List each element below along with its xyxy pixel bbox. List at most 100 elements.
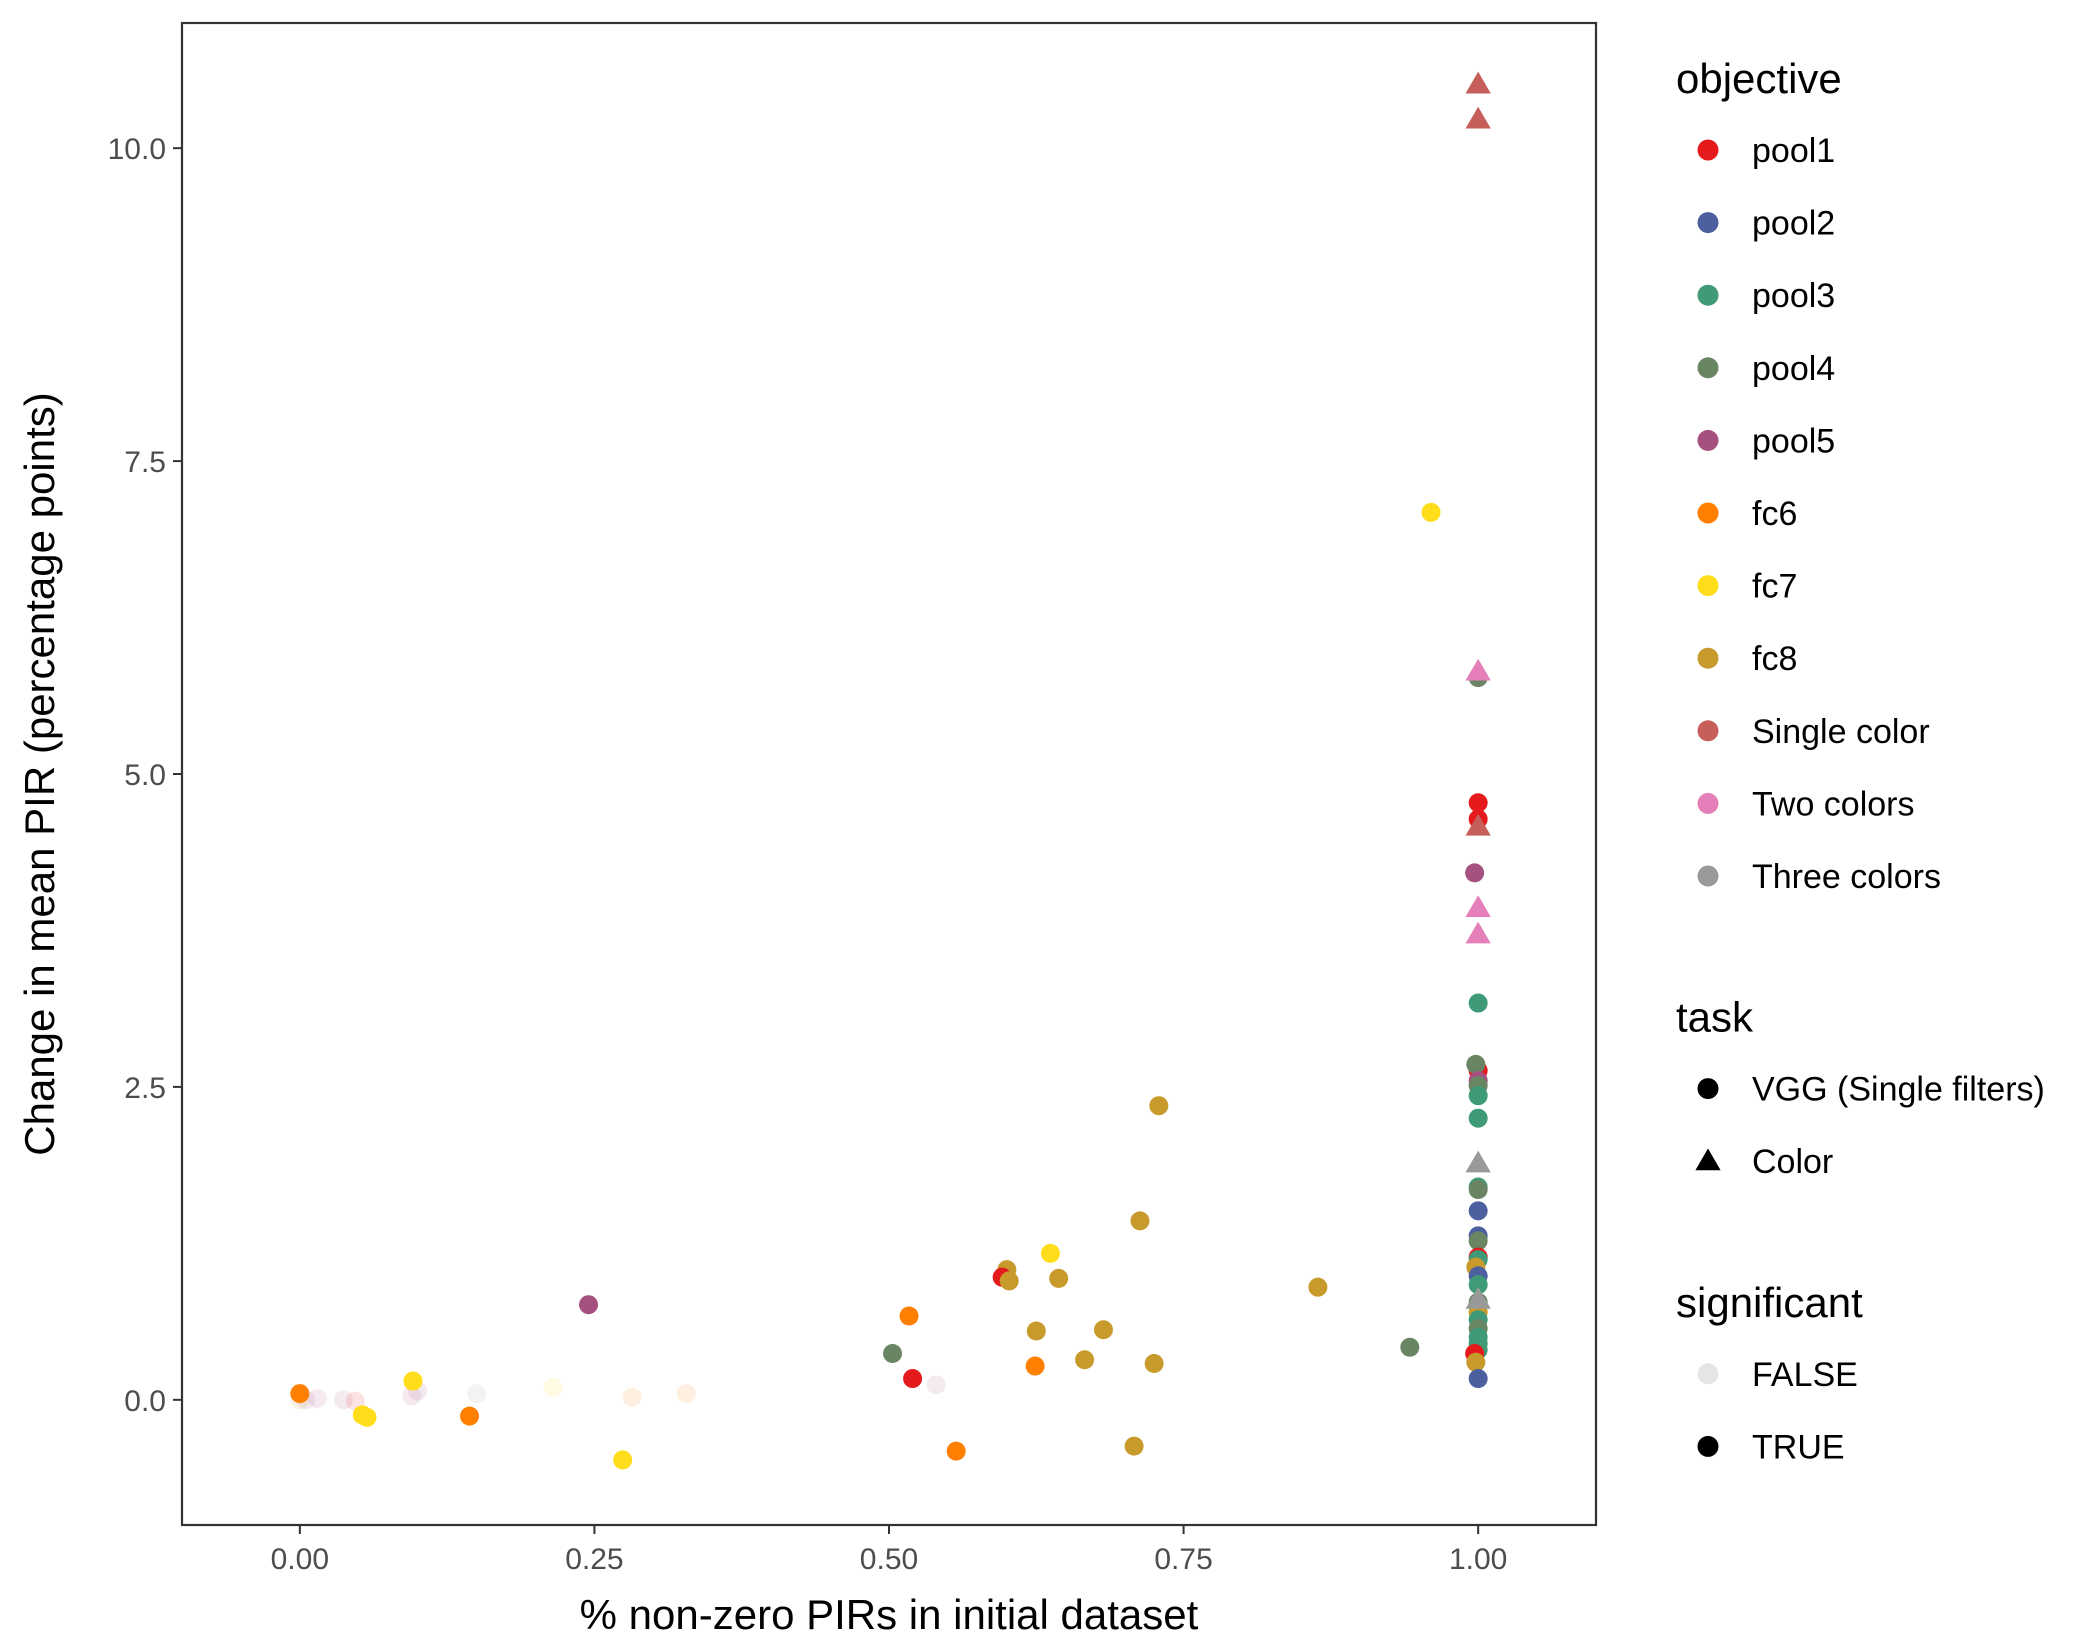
data-point xyxy=(1421,502,1441,522)
legend-label: VGG (Single filters) xyxy=(1752,1071,2045,1109)
data-point xyxy=(403,1371,423,1391)
data-point xyxy=(999,1271,1019,1291)
legend-label: pool5 xyxy=(1752,422,1835,460)
data-point xyxy=(402,1386,422,1406)
x-tick-label: 0.75 xyxy=(1154,1543,1212,1576)
data-point xyxy=(357,1407,377,1427)
legend-label: Three colors xyxy=(1752,858,1941,896)
data-point xyxy=(1130,1211,1150,1231)
data-point xyxy=(1049,1268,1069,1288)
legend-label: fc6 xyxy=(1752,495,1797,533)
legend-label: fc8 xyxy=(1752,640,1797,678)
data-point xyxy=(308,1389,328,1409)
data-point xyxy=(1468,1275,1488,1295)
data-point xyxy=(543,1377,563,1397)
legend-label: fc7 xyxy=(1752,568,1797,606)
data-point xyxy=(1025,1356,1045,1376)
x-axis-title: % non-zero PIRs in initial dataset xyxy=(580,1591,1199,1638)
legend-title: significant xyxy=(1676,1279,1863,1326)
legend-key xyxy=(1697,720,1719,742)
data-point-triangle xyxy=(1465,658,1491,681)
x-axis: 0.00 0.25 0.50 0.75 1.00 xyxy=(271,1525,1507,1576)
data-point xyxy=(903,1369,923,1389)
data-point-triangle xyxy=(1465,1287,1491,1309)
data-point xyxy=(1468,1369,1488,1389)
data-point xyxy=(1124,1436,1144,1456)
plot-points xyxy=(290,71,1491,1470)
data-point xyxy=(1144,1354,1164,1374)
legend-title: objective xyxy=(1676,55,1842,102)
data-point xyxy=(1468,1108,1488,1128)
x-tick-label: 0.50 xyxy=(860,1543,918,1576)
y-tick-label: 2.5 xyxy=(124,1072,166,1105)
data-point-triangle xyxy=(1465,1150,1491,1173)
y-axis-title: Change in mean PIR (percentage points) xyxy=(16,392,63,1155)
legend-key xyxy=(1697,1363,1719,1385)
legend-key xyxy=(1697,792,1719,814)
data-point xyxy=(1468,1201,1488,1221)
legend-label: Color xyxy=(1752,1143,1833,1181)
legend-label: TRUE xyxy=(1752,1428,1845,1466)
y-tick-label: 7.5 xyxy=(124,446,166,479)
data-point xyxy=(1308,1277,1328,1297)
legend-label: pool3 xyxy=(1752,277,1835,315)
legend-key xyxy=(1697,1078,1719,1100)
legend-key xyxy=(1697,1435,1719,1457)
data-point xyxy=(1040,1243,1060,1263)
data-point xyxy=(460,1406,480,1426)
data-point xyxy=(926,1375,946,1395)
legend-key xyxy=(1697,575,1719,597)
x-tick-label: 0.25 xyxy=(565,1543,623,1576)
legend-key xyxy=(1697,284,1719,306)
data-point xyxy=(883,1344,903,1364)
data-point xyxy=(1468,1231,1488,1251)
data-point xyxy=(1400,1337,1420,1357)
legend-key xyxy=(1697,865,1719,887)
legend-key xyxy=(1697,139,1719,161)
y-tick-label: 5.0 xyxy=(124,759,166,792)
data-point xyxy=(1149,1096,1169,1116)
legend-label: pool2 xyxy=(1752,205,1835,243)
data-point-triangle xyxy=(1465,813,1491,836)
data-point xyxy=(290,1384,310,1404)
legend-key xyxy=(1697,502,1719,524)
data-point xyxy=(1468,1086,1488,1106)
data-point xyxy=(579,1295,599,1315)
x-tick-label: 0.00 xyxy=(271,1543,329,1576)
legend-label: pool1 xyxy=(1752,132,1835,170)
legend-key xyxy=(1697,429,1719,451)
data-point-triangle xyxy=(1465,71,1491,94)
data-point xyxy=(613,1450,633,1470)
y-axis: 0.0 2.5 5.0 7.5 10.0 xyxy=(108,133,182,1418)
data-point xyxy=(1468,793,1488,813)
data-point xyxy=(1468,1180,1488,1200)
data-point xyxy=(1466,1054,1486,1074)
legend-key xyxy=(1697,357,1719,379)
y-tick-label: 10.0 xyxy=(108,133,166,166)
legend-key xyxy=(1697,212,1719,234)
data-point xyxy=(1075,1350,1095,1370)
data-point xyxy=(622,1387,642,1407)
legend-key xyxy=(1697,647,1719,669)
data-point xyxy=(1468,993,1488,1013)
data-point-triangle xyxy=(1465,895,1491,918)
data-point xyxy=(946,1441,966,1461)
data-point xyxy=(1093,1320,1113,1340)
legend-label: pool4 xyxy=(1752,350,1835,388)
legend-label: Single color xyxy=(1752,713,1930,751)
x-tick-label: 1.00 xyxy=(1449,1543,1507,1576)
data-point xyxy=(676,1384,696,1404)
legend-label: Two colors xyxy=(1752,785,1915,823)
legend: objective pool1 pool2 pool3 pool4 pool5 fc6 fc7… xyxy=(1676,55,2045,1466)
data-point xyxy=(333,1390,353,1410)
legend-label: FALSE xyxy=(1752,1356,1858,1394)
y-tick-label: 0.0 xyxy=(124,1385,166,1418)
data-point-triangle xyxy=(1465,921,1491,944)
legend-key-triangle xyxy=(1695,1148,1721,1171)
data-point xyxy=(1466,1352,1486,1372)
data-point xyxy=(1465,863,1485,883)
data-point xyxy=(1026,1321,1046,1341)
data-point xyxy=(899,1306,919,1326)
